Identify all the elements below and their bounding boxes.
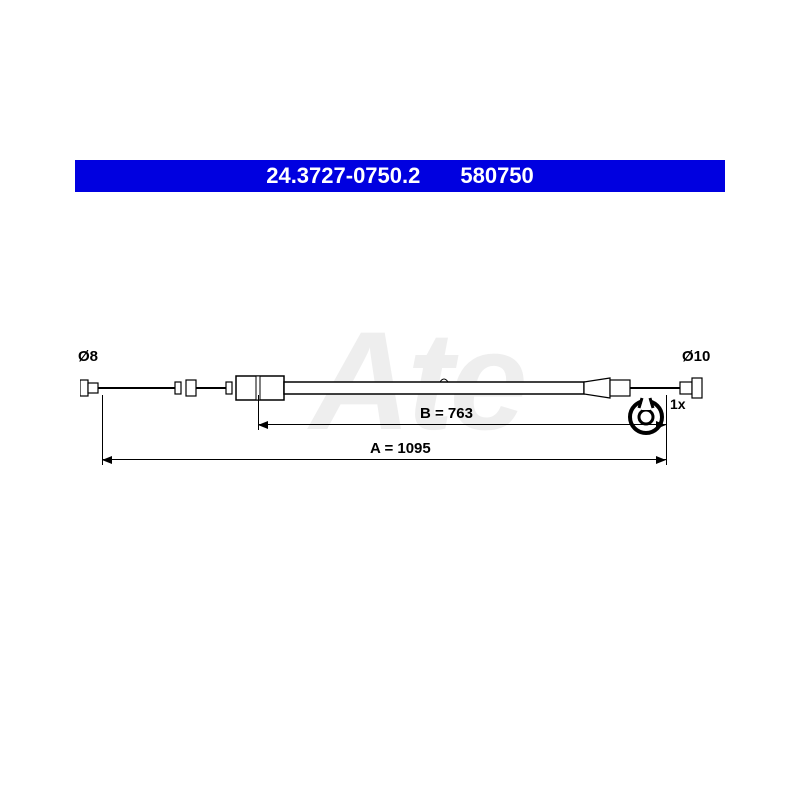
diagram-canvas: 24.3727-0750.2 580750 Ate Ø8 Ø10 <box>0 0 800 800</box>
dimension-b-label: B = 763 <box>420 405 473 422</box>
dimension-a-arrow <box>102 459 666 460</box>
clip-icon <box>625 396 667 438</box>
header-bar: 24.3727-0750.2 580750 <box>75 160 725 192</box>
cable-drawing <box>80 358 720 418</box>
clip-quantity: 1x <box>670 396 686 412</box>
dimension-a-label: A = 1095 <box>370 440 431 457</box>
dimension-b-arrow <box>258 424 666 425</box>
part-number: 24.3727-0750.2 <box>266 163 420 189</box>
ext-line <box>102 395 103 465</box>
ref-number: 580750 <box>460 163 533 189</box>
